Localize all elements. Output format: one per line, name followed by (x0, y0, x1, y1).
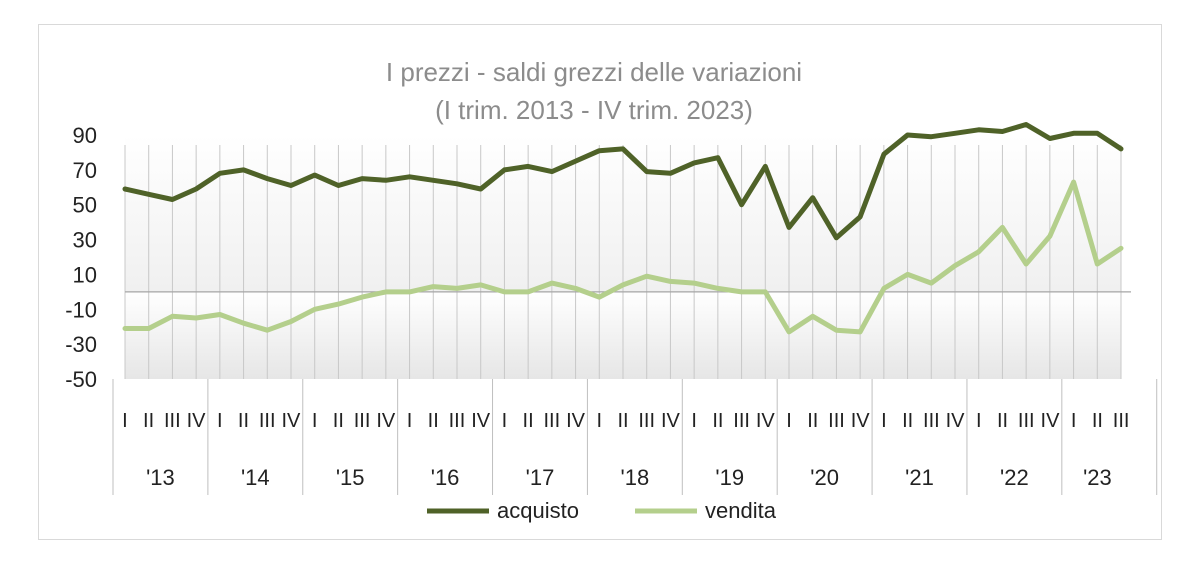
chart-subtitle: (I trim. 2013 - IV trim. 2023) (435, 95, 753, 125)
quarter-tick-label: III (164, 410, 181, 432)
legend: acquisto vendita (427, 498, 777, 523)
y-tick-label: 70 (73, 158, 97, 183)
quarter-tick-label: III (449, 410, 466, 432)
quarter-tick-label: I (312, 410, 318, 432)
quarter-tick-label: IV (661, 410, 681, 432)
quarter-tick-label: I (786, 410, 792, 432)
quarter-tick-label: IV (281, 410, 301, 432)
quarter-tick-label: I (881, 410, 887, 432)
quarter-tick-label: I (691, 410, 697, 432)
chart-frame: I prezzi - saldi grezzi delle variazioni… (38, 24, 1162, 540)
quarter-tick-label: III (354, 410, 371, 432)
series-line-acquisto (122, 122, 1124, 241)
quarter-tick-label: II (807, 410, 818, 432)
year-tick-label: '15 (336, 465, 365, 490)
quarter-tick-label: II (902, 410, 913, 432)
series-line-vendita (122, 179, 1124, 335)
quarter-tick-label: I (122, 410, 128, 432)
y-tick-label: 50 (73, 193, 97, 218)
y-tick-label: 10 (73, 262, 97, 287)
quarter-tick-label: III (544, 410, 561, 432)
quarter-tick-label: III (733, 410, 750, 432)
quarter-tick-label: IV (376, 410, 396, 432)
year-tick-label: '20 (810, 465, 839, 490)
year-tick-label: '22 (1000, 465, 1029, 490)
quarter-tick-label: II (143, 410, 154, 432)
quarter-tick-label: II (333, 410, 344, 432)
quarter-tick-label: IV (756, 410, 776, 432)
quarter-tick-label: II (997, 410, 1008, 432)
year-tick-label: '21 (905, 465, 934, 490)
quarter-tick-label: III (1113, 410, 1130, 432)
y-tick-label: -30 (65, 332, 97, 357)
quarter-tick-label: IV (1041, 410, 1061, 432)
y-tick-label: -10 (65, 297, 97, 322)
quarter-tick-label: I (502, 410, 508, 432)
quarter-tick-label: III (828, 410, 845, 432)
quarter-tick-label: I (976, 410, 982, 432)
year-tick-label: '17 (526, 465, 555, 490)
quarter-tick-label: II (712, 410, 723, 432)
quarter-tick-label: IV (471, 410, 491, 432)
y-tick-label: 90 (73, 123, 97, 148)
quarter-tick-label: II (617, 410, 628, 432)
quarter-tick-label: II (238, 410, 249, 432)
line-chart: I prezzi - saldi grezzi delle variazioni… (65, 57, 1158, 523)
quarter-tick-label: I (1071, 410, 1077, 432)
quarter-tick-label: I (217, 410, 223, 432)
y-tick-label: -50 (65, 367, 97, 392)
quarter-tick-label: II (1092, 410, 1103, 432)
legend-label-vendita: vendita (705, 498, 777, 523)
quarter-tick-label: IV (187, 410, 207, 432)
year-tick-label: '16 (431, 465, 460, 490)
quarter-tick-label: I (407, 410, 413, 432)
year-tick-label: '14 (241, 465, 270, 490)
chart-title: I prezzi - saldi grezzi delle variazioni (386, 57, 802, 87)
quarter-tick-label: III (259, 410, 276, 432)
year-tick-label: '13 (146, 465, 175, 490)
year-tick-label: '19 (715, 465, 744, 490)
legend-label-acquisto: acquisto (497, 498, 579, 523)
year-tick-label: '18 (621, 465, 650, 490)
quarter-tick-label: IV (566, 410, 586, 432)
quarter-tick-label: IV (851, 410, 871, 432)
quarter-tick-label: III (638, 410, 655, 432)
quarter-tick-label: III (923, 410, 940, 432)
y-tick-label: 30 (73, 228, 97, 253)
quarter-tick-label: I (596, 410, 602, 432)
quarter-tick-label: IV (946, 410, 966, 432)
quarter-tick-label: III (1018, 410, 1035, 432)
quarter-tick-label: II (523, 410, 534, 432)
year-tick-label: '23 (1083, 465, 1112, 490)
quarter-tick-label: II (428, 410, 439, 432)
